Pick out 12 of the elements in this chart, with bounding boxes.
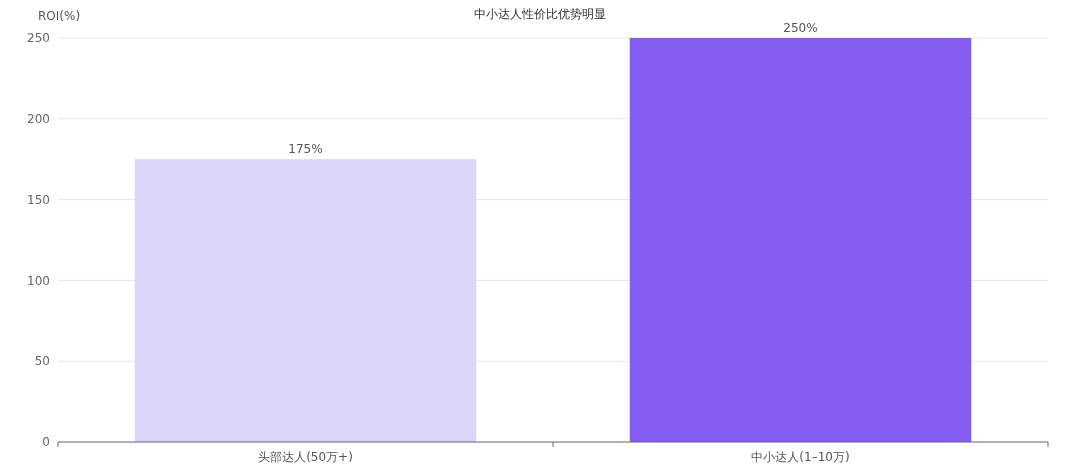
y-tick-label: 150 (27, 192, 50, 207)
data-label: 175% (288, 142, 323, 157)
y-tick-label: 200 (27, 112, 50, 126)
y-tick-label: 250 (27, 31, 50, 46)
x-tick-label: 头部达人(50万+) (258, 450, 353, 464)
y-axis-title: ROI(%) (38, 9, 81, 23)
y-tick-label: 0 (42, 435, 50, 450)
chart-title: 中小达人性价比优势明显 (474, 7, 606, 21)
y-tick-label: 50 (34, 354, 50, 369)
x-tick-label: 中小达人(1–10万) (751, 450, 850, 464)
data-label: 250% (783, 21, 818, 35)
y-tick-label: 100 (27, 273, 50, 288)
